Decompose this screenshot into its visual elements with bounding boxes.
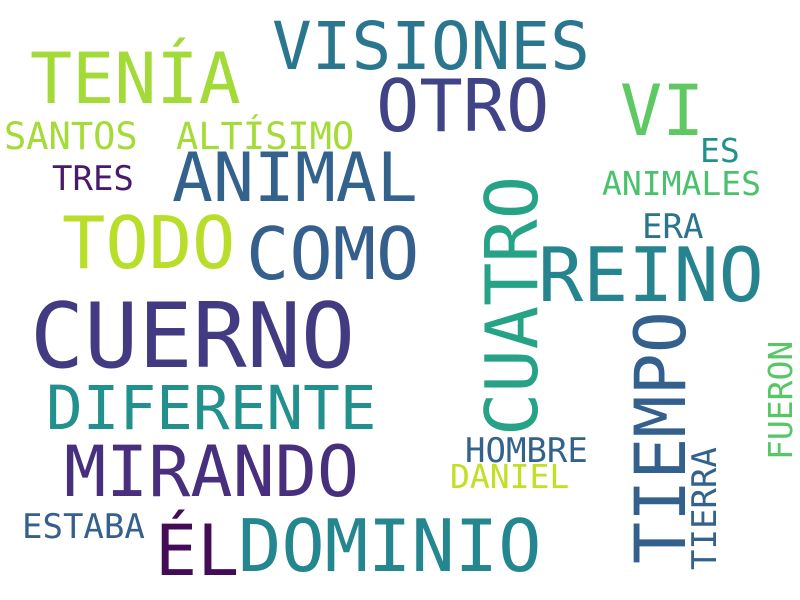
word-dominio: DOMINIO: [238, 504, 542, 588]
word-daniel: DANIEL: [450, 457, 570, 496]
word-vi: VI: [620, 70, 705, 152]
word-tenia: TENÍA: [30, 38, 241, 120]
word-animal: ANIMAL: [172, 139, 418, 218]
word-visiones: VISIONES: [272, 8, 590, 85]
word-como: COMO: [246, 212, 420, 296]
word-altisimo: ALTÍSIMO: [176, 115, 355, 158]
word-todo: TODO: [62, 201, 236, 285]
word-tierra: TIERRA: [685, 447, 725, 570]
word-otro: OTRO: [376, 64, 550, 148]
word-diferente: DIFERENTE: [46, 373, 377, 444]
word-era: ERA: [642, 207, 704, 247]
word-cuatro: CUATRO: [470, 175, 554, 436]
word-es: ES: [700, 131, 740, 170]
word-reino: REINO: [538, 231, 764, 319]
word-hombre: HOMBRE: [465, 431, 588, 471]
word-tres: TRES: [52, 159, 134, 199]
word-cuerno: CUERNO: [30, 284, 356, 389]
word-estaba: ESTABA: [22, 507, 145, 547]
word-el: ÉL: [155, 510, 240, 592]
word-animales: ANIMALES: [602, 164, 761, 203]
word-mirando: MIRANDO: [64, 431, 360, 513]
word-santos: SANTOS: [4, 115, 138, 158]
word-fueron: FUERON: [761, 340, 800, 460]
